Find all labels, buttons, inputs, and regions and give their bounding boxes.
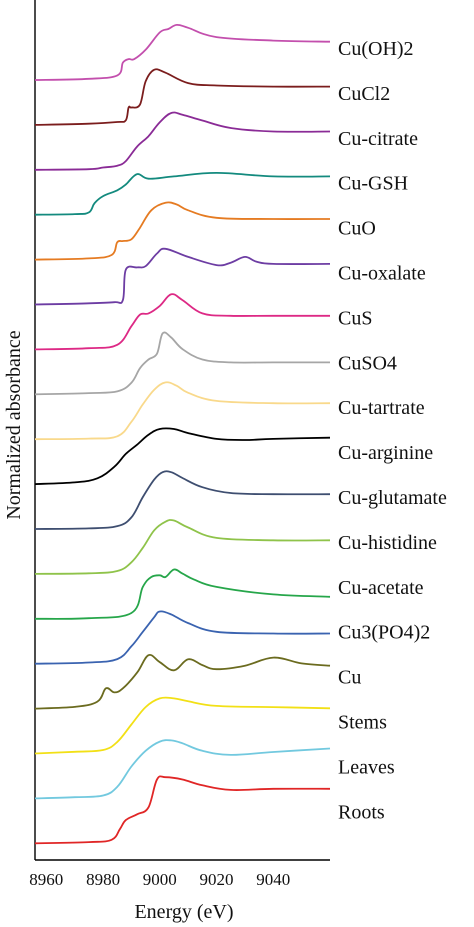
series-label: Cu3(PO4)2 bbox=[338, 622, 430, 644]
series-label: Cu-glutamate bbox=[338, 487, 447, 509]
plot-frame bbox=[34, 0, 330, 861]
series-line-cu-glutamate bbox=[34, 470, 331, 530]
series-label: CuO bbox=[338, 218, 376, 240]
series-line-cu-oxalate bbox=[34, 247, 331, 306]
x-tick-labels: 8960 8980 9000 9020 9040 bbox=[29, 870, 290, 889]
series-line-cucl2 bbox=[34, 68, 331, 126]
series-line-cuso4 bbox=[34, 331, 330, 396]
series-traces bbox=[34, 23, 331, 845]
x-axis-title: Energy (eV) bbox=[134, 901, 233, 923]
series-label: CuSO4 bbox=[338, 352, 397, 374]
series-line-cu-oh-2 bbox=[34, 23, 331, 81]
series-label: Cu-oxalate bbox=[338, 263, 426, 285]
series-label: CuCl2 bbox=[338, 83, 390, 105]
series-label: Cu-GSH bbox=[338, 173, 408, 195]
y-axis-title: Normalized absorbance bbox=[3, 330, 25, 519]
series-labels: Cu(OH)2 CuCl2 Cu-citrate Cu-GSH CuO Cu-oxalat… bbox=[338, 38, 447, 823]
x-tick-label: 8960 bbox=[29, 870, 63, 889]
series-line-stems bbox=[34, 696, 331, 755]
series-line-cu-histidine bbox=[34, 519, 331, 575]
series-line-cu-arginine bbox=[34, 427, 331, 485]
series-label: Stems bbox=[338, 712, 387, 734]
series-label: Cu-citrate bbox=[338, 128, 418, 150]
series-line-cu-gsh bbox=[34, 171, 331, 216]
series-label: Cu-tartrate bbox=[338, 397, 425, 419]
series-label: Cu bbox=[338, 667, 361, 689]
series-label: Cu-histidine bbox=[338, 532, 437, 554]
series-label: Roots bbox=[338, 801, 385, 823]
series-line-cus bbox=[34, 293, 330, 351]
series-label: Cu-acetate bbox=[338, 577, 424, 599]
series-line-cu-acetate bbox=[34, 568, 331, 620]
series-label: Cu(OH)2 bbox=[338, 38, 414, 60]
series-line-cu-citrate bbox=[34, 111, 331, 171]
series-label: Leaves bbox=[338, 756, 395, 778]
x-tick-label: 9000 bbox=[143, 870, 177, 889]
series-line-roots bbox=[34, 775, 331, 845]
series-label: CuS bbox=[338, 307, 372, 329]
x-tick-label: 8980 bbox=[86, 870, 120, 889]
x-tick-label: 9040 bbox=[256, 870, 290, 889]
series-line-cu3-po4-2 bbox=[34, 610, 331, 665]
x-tick-label: 9020 bbox=[200, 870, 234, 889]
series-line-cuo bbox=[34, 201, 331, 261]
series-line-cu bbox=[34, 653, 331, 710]
series-line-leaves bbox=[34, 739, 331, 800]
series-line-cu-tartrate bbox=[34, 381, 331, 441]
series-label: Cu-arginine bbox=[338, 442, 433, 464]
